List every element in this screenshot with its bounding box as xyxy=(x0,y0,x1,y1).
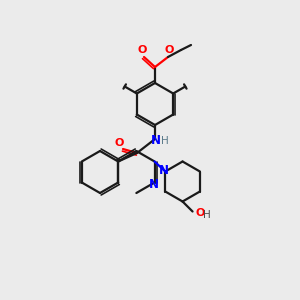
Text: H: H xyxy=(202,211,210,220)
Text: N: N xyxy=(148,178,159,191)
Text: N: N xyxy=(151,134,161,146)
Text: O: O xyxy=(114,138,124,148)
Text: O: O xyxy=(164,45,174,55)
Text: O: O xyxy=(137,45,147,55)
Text: N: N xyxy=(159,164,169,177)
Text: O: O xyxy=(196,208,205,218)
Text: H: H xyxy=(161,136,169,146)
